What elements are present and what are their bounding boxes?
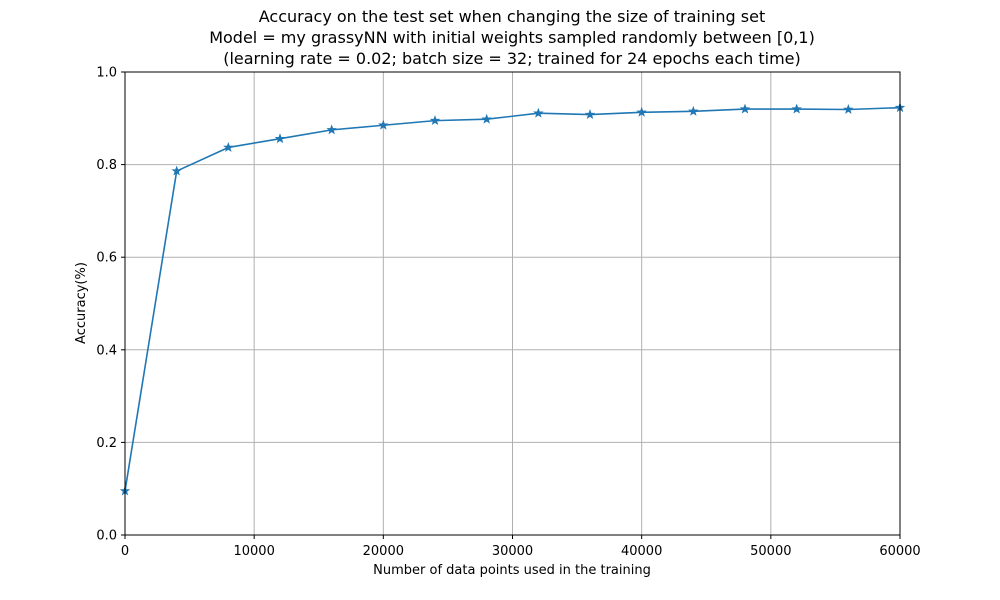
- grid-lines: [124, 71, 901, 536]
- data-point-marker: [584, 109, 596, 120]
- data-point-marker: [378, 119, 389, 130]
- data-point-marker: [688, 105, 699, 116]
- x-tick-label: 30000: [492, 544, 533, 559]
- title-line-2: Model = my grassyNN with initial weights…: [209, 28, 815, 47]
- x-axis-label: Number of data points used in the traini…: [373, 563, 651, 578]
- x-tick-label: 0: [121, 544, 129, 559]
- data-point-marker: [429, 115, 441, 126]
- axis-ticks: 0 10000 20000 30000 40000 50000 60000 0.0 0.2 0.4…: [96, 66, 920, 560]
- y-tick-label: 1.0: [96, 66, 117, 81]
- data-point-marker: [171, 165, 182, 176]
- y-tick-label: 0.0: [96, 529, 117, 544]
- x-tick-label: 50000: [750, 544, 791, 559]
- data-point-marker: [481, 113, 492, 124]
- series-line: [124, 106, 901, 492]
- x-tick-label: 10000: [233, 544, 274, 559]
- x-tick-label: 60000: [879, 544, 920, 559]
- data-point-marker: [533, 107, 544, 118]
- y-tick-label: 0.4: [96, 343, 117, 358]
- data-point-marker: [791, 103, 802, 114]
- data-point-marker: [326, 124, 337, 135]
- data-point-marker: [843, 104, 854, 114]
- y-tick-label: 0.2: [96, 436, 117, 451]
- title-line-1: Accuracy on the test set when changing t…: [259, 7, 766, 26]
- y-tick-label: 0.8: [96, 158, 117, 173]
- x-tick-label: 20000: [363, 544, 404, 559]
- y-tick-label: 0.6: [96, 251, 117, 266]
- data-point-marker: [274, 133, 286, 144]
- x-tick-label: 40000: [621, 544, 662, 559]
- data-point-marker: [636, 106, 647, 117]
- chart-title: Accuracy on the test set when changing t…: [209, 7, 815, 68]
- data-point-marker: [739, 103, 751, 114]
- data-series: [119, 102, 906, 496]
- data-point-marker: [223, 141, 234, 152]
- title-line-3: (learning rate = 0.02; batch size = 32; …: [223, 49, 801, 68]
- y-axis-label: Accuracy(%): [74, 262, 89, 344]
